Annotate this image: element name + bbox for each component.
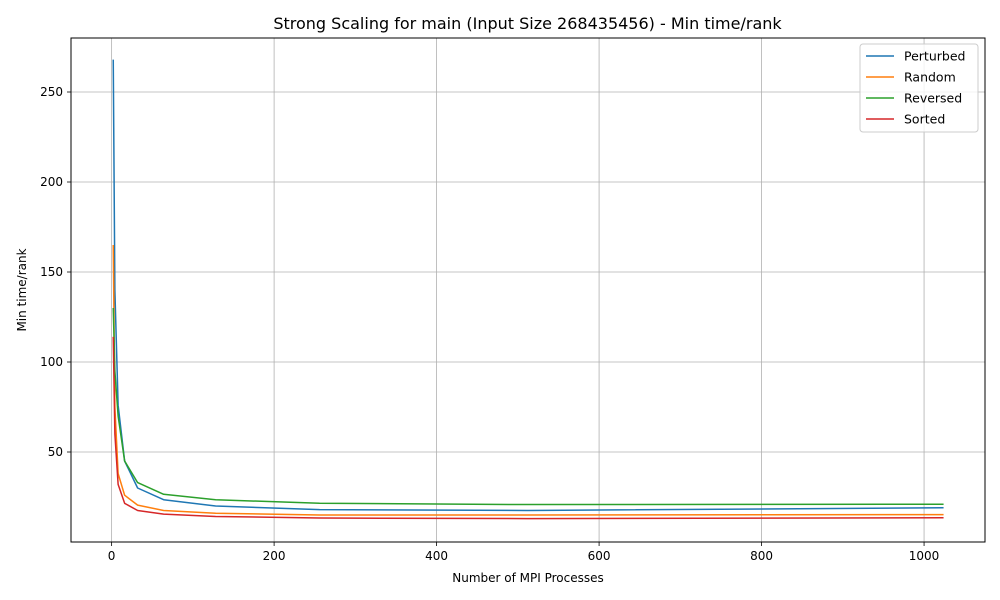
x-tick-label: 400 — [425, 549, 448, 563]
plot-frame — [70, 37, 986, 543]
y-tick-label: 200 — [40, 175, 63, 189]
y-tick-label: 250 — [40, 85, 63, 99]
y-tick-label: 50 — [48, 445, 63, 459]
legend-label-perturbed: Perturbed — [904, 49, 965, 64]
x-tick-label: 1000 — [909, 549, 940, 563]
legend-box — [859, 43, 979, 133]
x-tick-label: 200 — [263, 549, 286, 563]
chart-title: Strong Scaling for main (Input Size 2684… — [273, 14, 782, 33]
y-tick-label: 150 — [40, 265, 63, 279]
series-line-random — [112, 244, 944, 516]
legend-label-sorted: Sorted — [904, 112, 945, 127]
series-line-sorted — [112, 336, 944, 520]
y-tick-label: 100 — [40, 355, 63, 369]
y-axis-label: Min time/rank — [15, 248, 29, 331]
grid-lines — [71, 38, 985, 542]
legend: Perturbed Random Reversed Sorted — [859, 43, 979, 133]
x-tick-label: 600 — [588, 549, 611, 563]
legend-label-reversed: Reversed — [904, 91, 962, 106]
x-tick-label: 0 — [108, 549, 116, 563]
axis-ticks: 0 200 400 600 800 1000 50 100 150 200 250 — [40, 85, 939, 563]
series-line-reversed — [112, 307, 944, 506]
series-lines — [112, 59, 944, 520]
x-tick-label: 800 — [750, 549, 773, 563]
x-axis-label: Number of MPI Processes — [452, 571, 604, 585]
legend-label-random: Random — [904, 70, 956, 85]
series-line-perturbed — [112, 59, 944, 512]
